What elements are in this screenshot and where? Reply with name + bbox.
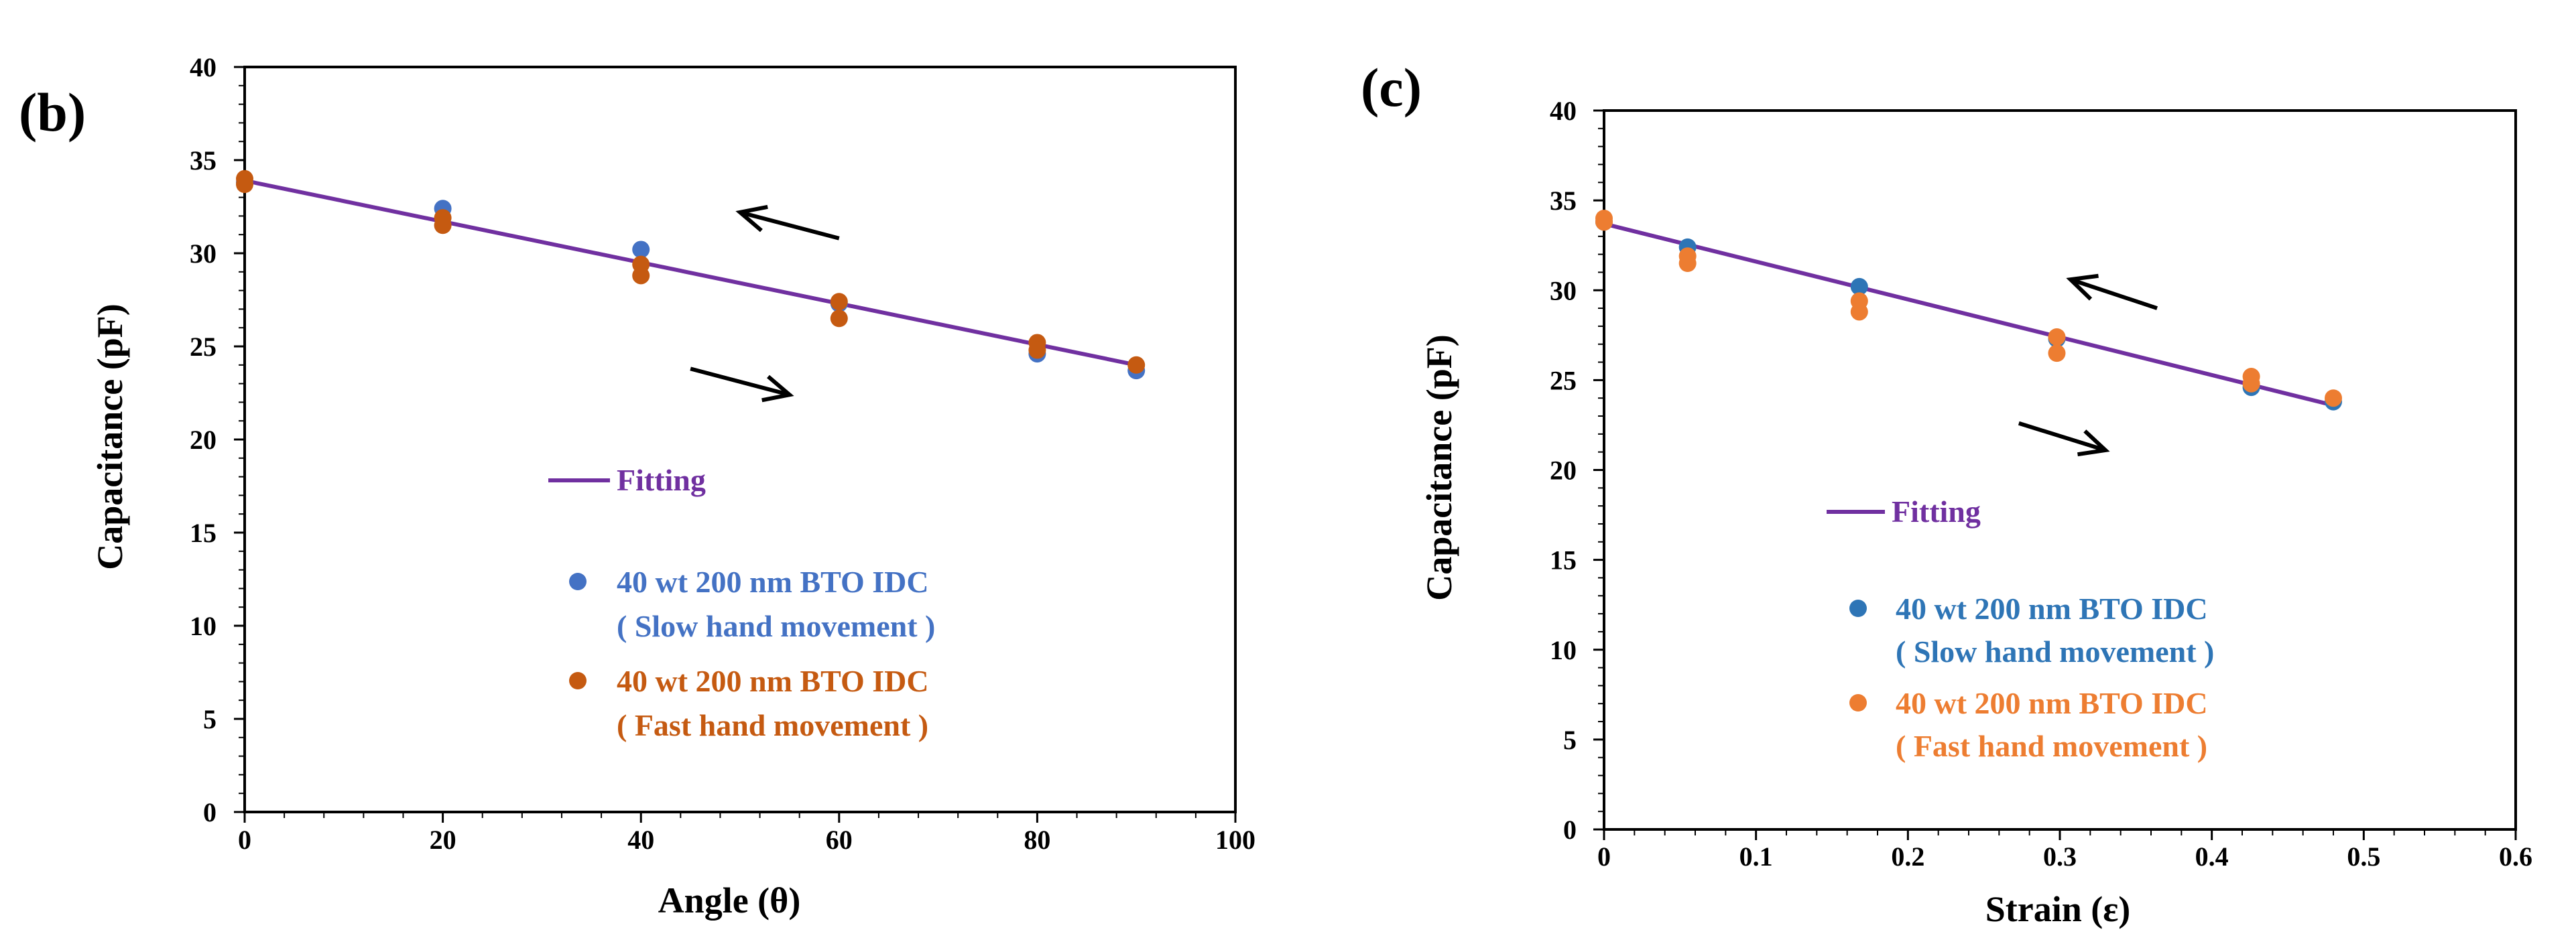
panel-b-point-fast (830, 293, 848, 311)
panel-c-point-fast (1595, 213, 1613, 231)
panel-c-arrow-increasing (2018, 421, 2110, 457)
panel-c-y-tick-label: 0 (1563, 815, 1577, 845)
panel-b-x-axis-title: Angle (θ) (658, 880, 801, 921)
panel-c-label: (c) (1361, 57, 1422, 118)
panel-c-arrow-shaft (2018, 421, 2106, 452)
panel-b-label: (b) (19, 82, 86, 143)
panel-b-arrow-decreasing (735, 204, 840, 241)
panel-c-legend-slow-label: 40 wt 200 nm BTO IDC (1896, 592, 2208, 626)
panel-b-arrow-shaft (690, 366, 790, 397)
panel-b-y-tick-label: 40 (190, 52, 217, 82)
panel-c-ticks (1593, 109, 2517, 840)
panel-b-arrow-increasing (690, 366, 794, 403)
panel-c-fit-line (1603, 222, 2334, 407)
panel-c-plot-border (1603, 109, 2517, 831)
panel-c-points (1595, 209, 2342, 411)
panel-b-legend-slow-label: 40 wt 200 nm BTO IDC (617, 565, 929, 599)
panel-b-x-tick-label: 40 (627, 825, 654, 855)
panel-c-x-tick-label: 0.4 (2195, 841, 2229, 872)
panel-c-point-fast (2048, 328, 2066, 346)
panel-c-arrow-head (2066, 273, 2099, 301)
panel-c-y-tick-label: 30 (1550, 275, 1577, 306)
panel-b-y-tick-label: 15 (190, 518, 217, 548)
panel-c-fit-line-group (1603, 222, 2334, 407)
panel-b-y-tick-label: 10 (190, 611, 217, 641)
panel-b-y-tick-label: 30 (190, 239, 217, 269)
panel-c-y-tick-label: 25 (1550, 365, 1577, 395)
panel-b-x-tick-label: 100 (1215, 825, 1255, 855)
panel-c-x-tick-label: 0.5 (2347, 841, 2380, 872)
panel-c-arrow-decreasing (2066, 273, 2158, 310)
panel-c-legend-fast-marker (1849, 694, 1867, 712)
panel-b-y-tick-label: 0 (203, 797, 217, 827)
panel-c-tick-labels: 0 0.1 0.2 0.3 0.4 0.5 0.6 0 5 10 15 20 25 30 35 40 (1550, 96, 2532, 872)
panel-b-point-fast (830, 310, 848, 328)
panel-c-x-tick-label: 0.2 (1891, 841, 1924, 872)
panel-b-y-tick-label: 5 (203, 704, 217, 734)
panel-c-legend-fit-label: Fitting (1892, 494, 1981, 529)
panel-b-arrow-shaft (739, 210, 840, 241)
panel-b-legend-fit-label: Fitting (617, 463, 706, 497)
panel-b-y-tick-label: 25 (190, 332, 217, 362)
panel-b-fit-line-group (244, 178, 1137, 367)
panel-c-y-tick-label: 40 (1550, 96, 1577, 126)
panel-b-fit-line (244, 178, 1137, 367)
panel-c-point-fast (2048, 344, 2066, 362)
panel-b-point-slow (632, 241, 650, 259)
panel-c-legend-slow-marker (1849, 600, 1867, 617)
chart-panel-c: (c) 0 0.1 0.2 0.3 0.4 0.5 0.6 0 5 10 15 20 25 30 35 40 … (1361, 57, 2532, 929)
panel-c-arrow-shaft (2069, 277, 2158, 310)
panel-b-arrows (690, 204, 840, 403)
panel-b-legend-slow-marker (569, 573, 587, 590)
panel-c-x-tick-label: 0.1 (1739, 841, 1773, 872)
panel-c-y-tick-label: 20 (1550, 456, 1577, 486)
panel-c-x-tick-label: 0.6 (2499, 841, 2532, 872)
panel-c-point-fast (2325, 389, 2342, 407)
panel-c-point-fast (1850, 303, 1868, 321)
panel-b-points (236, 170, 1146, 380)
panel-b-point-fast (434, 216, 452, 234)
panel-c-legend-slow-sublabel: ( Slow hand movement ) (1896, 634, 2214, 669)
panel-b-point-fast (1127, 356, 1146, 374)
panel-b-x-tick-label: 20 (430, 825, 456, 855)
panel-c-x-tick-label: 0.3 (2043, 841, 2077, 872)
panel-c-point-slow (1850, 277, 1868, 295)
panel-b-legend: Fitting 40 wt 200 nm BTO IDC ( Slow hand… (548, 463, 935, 742)
panel-b-y-axis-title: Capacitance (pF) (90, 303, 130, 569)
panel-c-point-fast (2242, 375, 2260, 393)
panel-c-legend: Fitting 40 wt 200 nm BTO IDC ( Slow hand… (1827, 494, 2214, 763)
panel-c-y-axis-title: Capacitance (pF) (1419, 334, 1459, 600)
panel-c-y-tick-label: 35 (1550, 186, 1577, 216)
panel-b-point-fast (632, 267, 650, 285)
panel-c-y-tick-label: 15 (1550, 545, 1577, 575)
panel-b-x-tick-label: 0 (238, 825, 251, 855)
panel-c-y-tick-label: 10 (1550, 635, 1577, 665)
panel-b-plot-border (243, 66, 1237, 813)
panel-c-arrows (2018, 273, 2158, 457)
chart-panel-b: (b) 0 20 40 60 80 100 0 5 10 15 20 25 30 35 40 Capacit… (19, 52, 1255, 921)
panel-c-y-tick-label: 5 (1563, 725, 1577, 755)
panel-c-x-axis-title: Strain (ε) (1985, 889, 2131, 929)
panel-b-y-tick-label: 35 (190, 145, 217, 176)
panel-c-legend-fast-label: 40 wt 200 nm BTO IDC (1896, 686, 2208, 720)
panel-b-x-tick-label: 80 (1024, 825, 1050, 855)
panel-c-legend-fast-sublabel: ( Fast hand movement ) (1896, 729, 2207, 763)
panel-c-x-tick-label: 0 (1597, 841, 1611, 872)
panel-b-legend-slow-sublabel: ( Slow hand movement ) (617, 609, 935, 643)
panel-b-legend-fast-label: 40 wt 200 nm BTO IDC (617, 664, 929, 698)
panel-b-point-fast (1028, 341, 1046, 359)
panel-b-arrow-head (761, 375, 794, 403)
panel-b-legend-fast-sublabel: ( Fast hand movement ) (617, 708, 928, 742)
panel-b-x-tick-label: 60 (826, 825, 853, 855)
panel-c-point-fast (1678, 255, 1697, 273)
panel-c-plot-frame (1603, 109, 2517, 831)
panel-b-legend-fast-marker (569, 672, 587, 689)
panel-b-plot-frame (243, 66, 1237, 813)
panel-b-point-fast (236, 176, 253, 194)
panel-b-y-tick-label: 20 (190, 425, 217, 455)
panel-b-arrow-head (735, 204, 768, 232)
panel-b-tick-labels: 0 20 40 60 80 100 0 5 10 15 20 25 30 35 40 (190, 52, 1255, 855)
panel-c-arrow-head (2077, 429, 2110, 457)
